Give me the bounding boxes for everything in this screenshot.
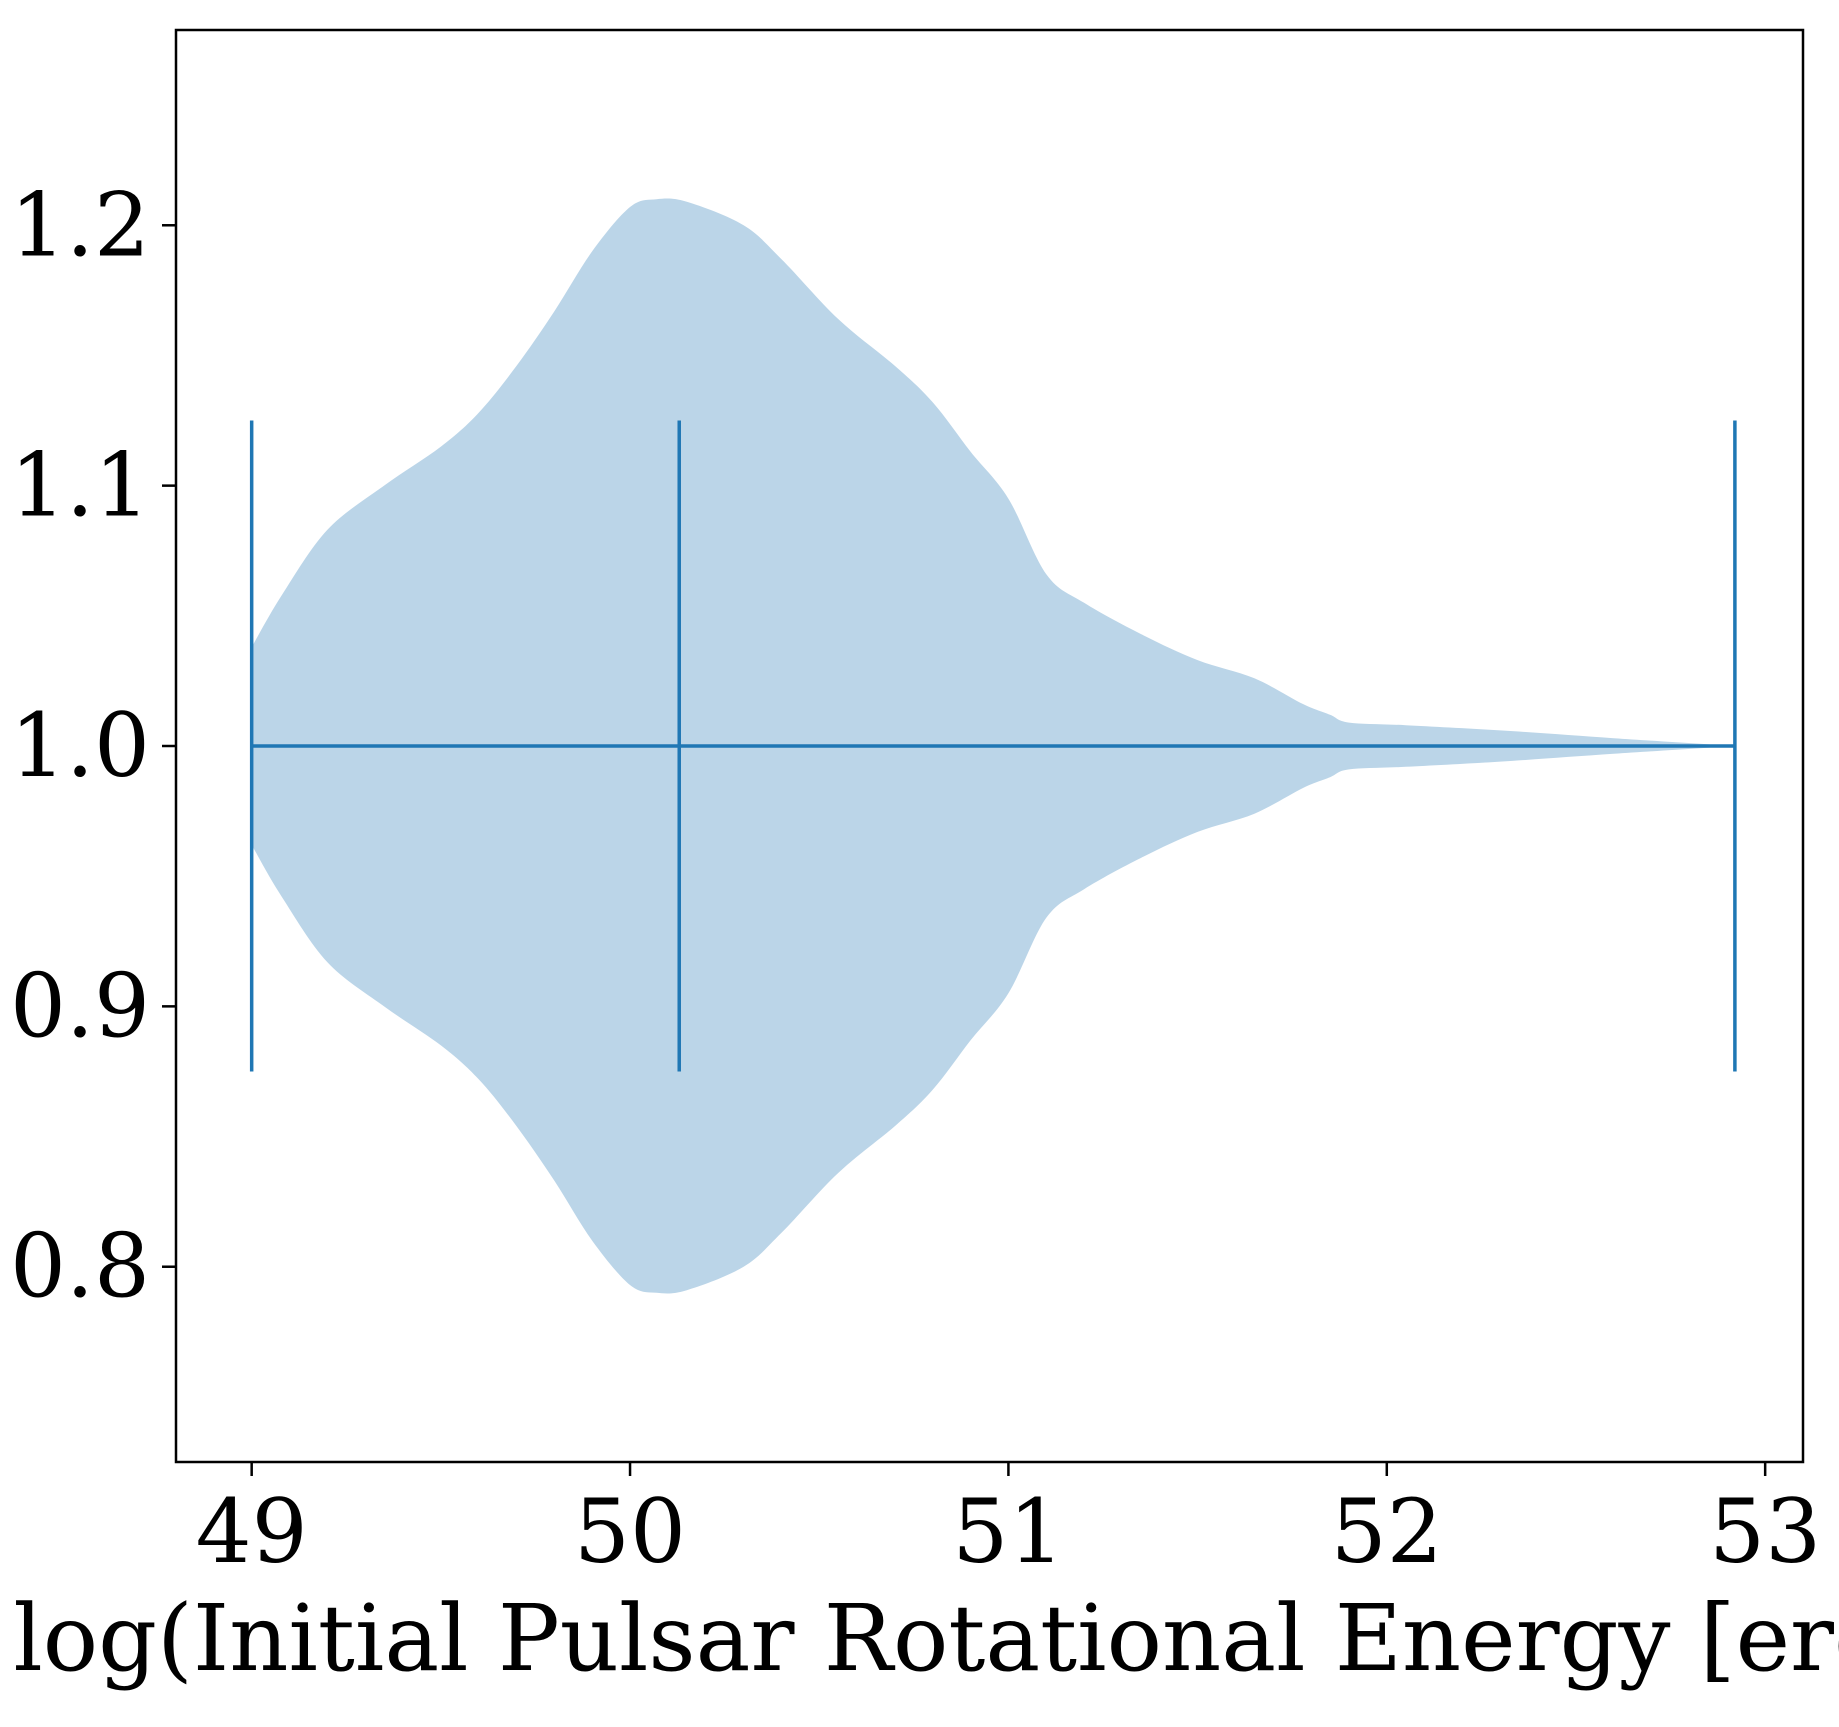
x-axis-label: log(Initial Pulsar Rotational Energy [er… <box>13 1585 1839 1692</box>
y-tick-label: 0.9 <box>10 954 150 1057</box>
x-tick-label: 53 <box>1709 1480 1821 1583</box>
x-tick-label: 51 <box>952 1480 1064 1583</box>
x-tick-label: 49 <box>196 1480 308 1583</box>
x-tick-label: 52 <box>1331 1480 1443 1583</box>
stats-layer <box>249 420 1737 1072</box>
y-tick-label: 1.0 <box>10 694 150 797</box>
x-ticks: 49 50 51 52 53 <box>196 1462 1821 1583</box>
y-tick-label: 1.2 <box>10 173 150 276</box>
y-tick-label: 0.8 <box>10 1215 150 1318</box>
y-ticks: 0.8 0.9 1.0 1.1 1.2 <box>10 173 176 1318</box>
y-tick-label: 1.1 <box>10 434 150 537</box>
x-tick-label: 50 <box>574 1480 686 1583</box>
